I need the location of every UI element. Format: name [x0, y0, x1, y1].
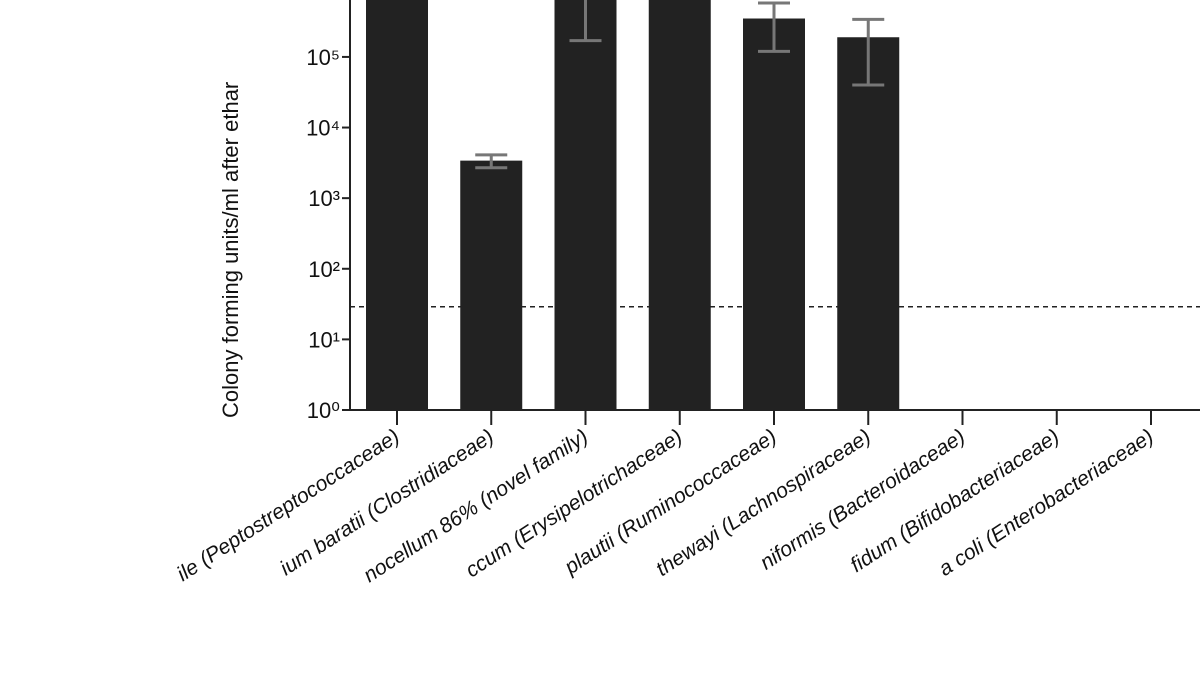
y-tick-label: 10³ — [308, 186, 340, 211]
y-tick-label: 10⁰ — [307, 398, 340, 423]
y-tick-label: 10¹ — [308, 327, 340, 352]
bar — [648, 0, 711, 410]
y-tick-label: 10⁵ — [306, 45, 340, 70]
bar — [554, 0, 617, 411]
y-tick-label: 10⁴ — [306, 116, 340, 141]
bar — [366, 0, 428, 410]
bar — [743, 18, 805, 410]
bar — [837, 37, 900, 411]
bar — [460, 160, 523, 410]
y-axis-label: Colony forming units/ml after ethar — [218, 82, 243, 418]
y-tick-label: 10² — [308, 257, 340, 282]
